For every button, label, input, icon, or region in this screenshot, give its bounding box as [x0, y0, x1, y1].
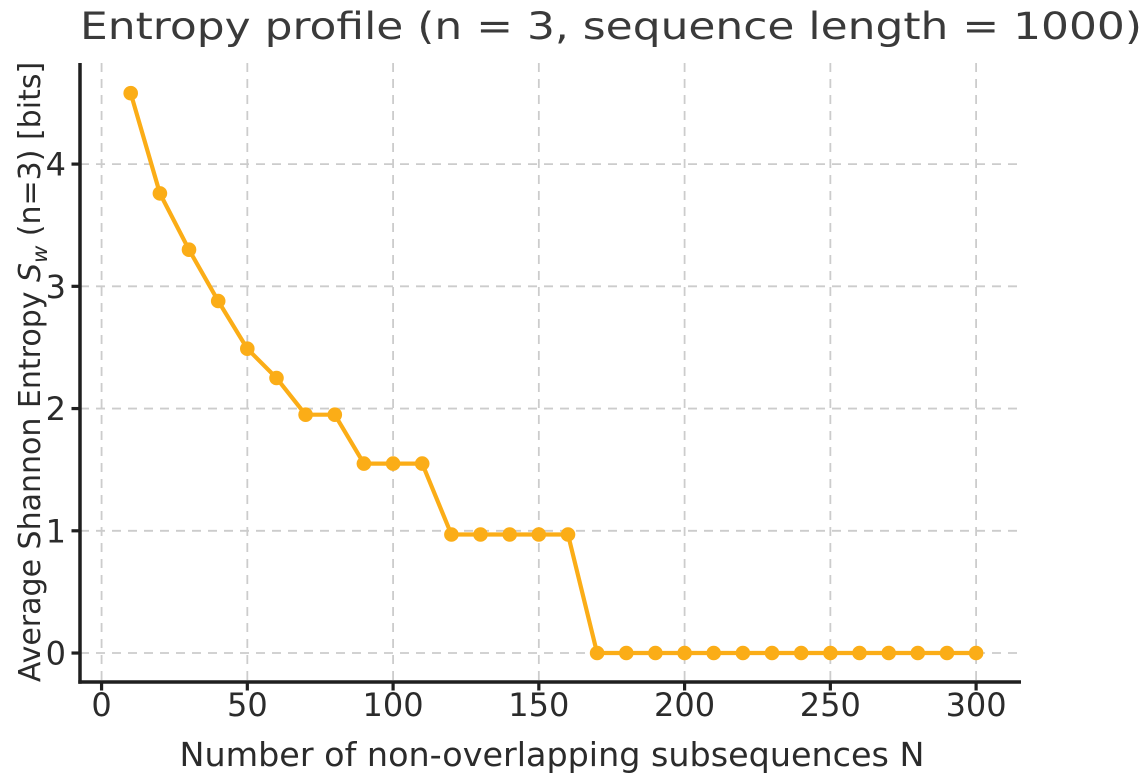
data-point-N180 — [619, 645, 634, 661]
y-axis-label-suffix: (n=3) [bits] — [13, 62, 48, 246]
data-point-N160 — [560, 527, 576, 542]
data-point-N130 — [473, 527, 488, 542]
data-point-N50 — [240, 341, 255, 357]
data-point-N190 — [648, 645, 663, 661]
data-point-N10 — [123, 85, 138, 101]
data-point-N110 — [414, 456, 430, 471]
data-point-N30 — [181, 242, 197, 257]
data-point-N290 — [939, 645, 955, 661]
data-point-N270 — [881, 645, 896, 661]
data-point-N230 — [764, 645, 780, 661]
y-tick-label-0: 0 — [46, 635, 66, 673]
data-point-N240 — [793, 645, 809, 661]
y-tick-label-1: 1 — [46, 512, 66, 550]
grid-layer — [80, 63, 1021, 682]
y-axis-label-subscript: w — [28, 245, 52, 263]
series-layer — [123, 85, 984, 661]
data-point-N70 — [298, 407, 313, 423]
data-point-N60 — [269, 370, 284, 386]
x-tick-label-0: 0 — [91, 686, 111, 724]
y-tick-label-3: 3 — [46, 268, 66, 306]
data-point-N40 — [210, 293, 226, 309]
y-tick-label-4: 4 — [46, 146, 66, 184]
y-tick-label-2: 2 — [46, 390, 66, 428]
data-point-N220 — [735, 645, 751, 661]
data-point-N80 — [327, 407, 343, 423]
x-tick-label-300: 300 — [946, 686, 1007, 724]
chart-title: Entropy profile (n = 3, sequence length … — [80, 5, 1142, 48]
data-point-N260 — [852, 645, 867, 661]
series-line-average-shannon-entropy — [128, 91, 979, 656]
data-point-N20 — [152, 186, 168, 201]
data-point-N120 — [444, 527, 459, 542]
x-tick-label-100: 100 — [363, 686, 424, 724]
data-point-N150 — [531, 527, 547, 542]
x-tick-label-150: 150 — [508, 686, 569, 724]
data-point-N90 — [356, 456, 372, 471]
data-point-N100 — [385, 456, 401, 471]
data-point-N140 — [502, 527, 517, 542]
x-tick-label-200: 200 — [654, 686, 715, 724]
y-axis-label-symbol: S — [13, 263, 48, 282]
x-tick-label-250: 250 — [800, 686, 861, 724]
x-axis-label: Number of non-overlapping subsequences N — [180, 735, 925, 774]
x-tick-label-50: 50 — [227, 686, 268, 724]
data-point-N300 — [968, 645, 984, 661]
data-point-N210 — [706, 645, 721, 661]
y-axis-label-prefix: Average Shannon Entropy — [13, 282, 48, 682]
tick-layer: 0 50 100 150 200 250 300 0 1 2 3 4 — [46, 146, 1007, 724]
data-point-N250 — [823, 645, 838, 661]
data-point-N200 — [677, 645, 692, 661]
data-point-N280 — [910, 645, 926, 661]
y-axis-label: Average Shannon Entropy Sw (n=3) [bits] — [13, 62, 52, 682]
data-point-N170 — [589, 645, 605, 661]
